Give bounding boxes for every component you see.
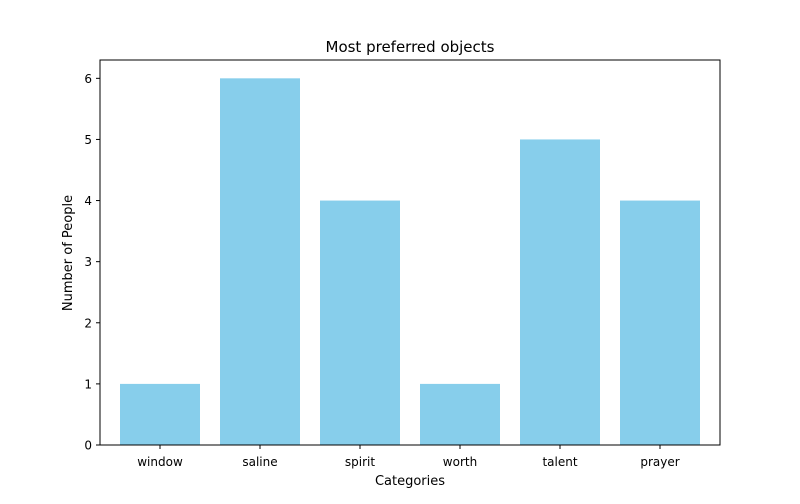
x-tick-label-window: window [137,455,183,469]
bar-saline [220,78,300,445]
plot-frame [99,59,721,446]
x-tick-label-talent: talent [542,455,577,469]
y-tick-label: 4 [84,194,92,208]
axes-layer [99,59,721,446]
x-axis-label: Categories [375,474,445,489]
bar-prayer [620,200,700,445]
x-tick-label-worth: worth [443,455,477,469]
ticks-layer: 0 1 2 3 4 5 6 window saline spirit worth talent pray… [84,72,679,469]
bar-spirit [320,200,400,445]
y-axis-label: Number of People [61,195,76,311]
y-tick-label: 5 [84,133,92,147]
y-tick-label: 6 [84,72,92,86]
y-tick-label: 2 [84,316,92,330]
y-tick-label: 1 [84,377,92,391]
chart-title: Most preferred objects [326,38,495,56]
y-tick-label: 0 [84,439,92,453]
bars-layer [120,78,700,445]
bar-window [120,383,200,445]
x-tick-label-prayer: prayer [640,455,679,469]
x-tick-label-spirit: spirit [345,455,375,469]
y-tick-label: 3 [84,255,92,269]
bar-worth [420,383,500,445]
x-tick-label-saline: saline [242,455,277,469]
bar-talent [520,139,600,445]
